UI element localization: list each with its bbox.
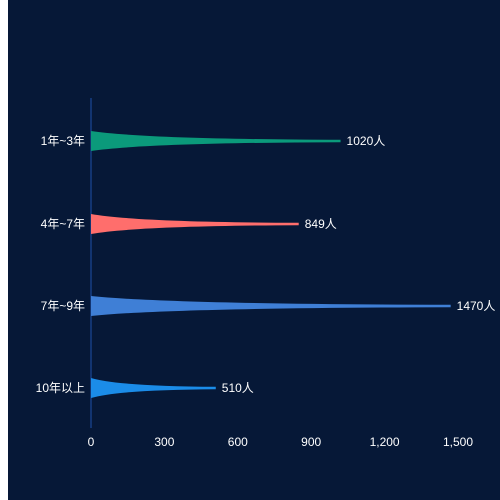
bar-1 <box>91 131 341 151</box>
bars-group <box>91 131 451 398</box>
x-tick-label: 1,200 <box>370 435 400 449</box>
bar-3 <box>91 296 451 316</box>
category-label: 7年~9年 <box>41 299 85 313</box>
x-tick-label: 600 <box>228 435 248 449</box>
bar-4 <box>91 378 216 398</box>
category-label: 4年~7年 <box>41 217 85 231</box>
x-tick-label: 1,500 <box>443 435 473 449</box>
x-tick-label: 900 <box>301 435 321 449</box>
category-labels: 1年~3年 4年~7年 7年~9年 10年以上 <box>36 134 85 395</box>
x-axis-ticks: 0 300 600 900 1,200 1,500 <box>88 435 474 449</box>
data-label: 849人 <box>305 217 337 231</box>
category-label: 1年~3年 <box>41 134 85 148</box>
x-tick-label: 300 <box>154 435 174 449</box>
chart-panel <box>8 0 500 500</box>
x-tick-label: 0 <box>88 435 95 449</box>
data-label: 510人 <box>222 381 254 395</box>
data-label: 1020人 <box>347 134 386 148</box>
data-labels: 1020人 849人 1470人 510人 <box>222 134 496 395</box>
bar-2 <box>91 214 299 234</box>
data-label: 1470人 <box>457 299 496 313</box>
category-label: 10年以上 <box>36 381 85 395</box>
